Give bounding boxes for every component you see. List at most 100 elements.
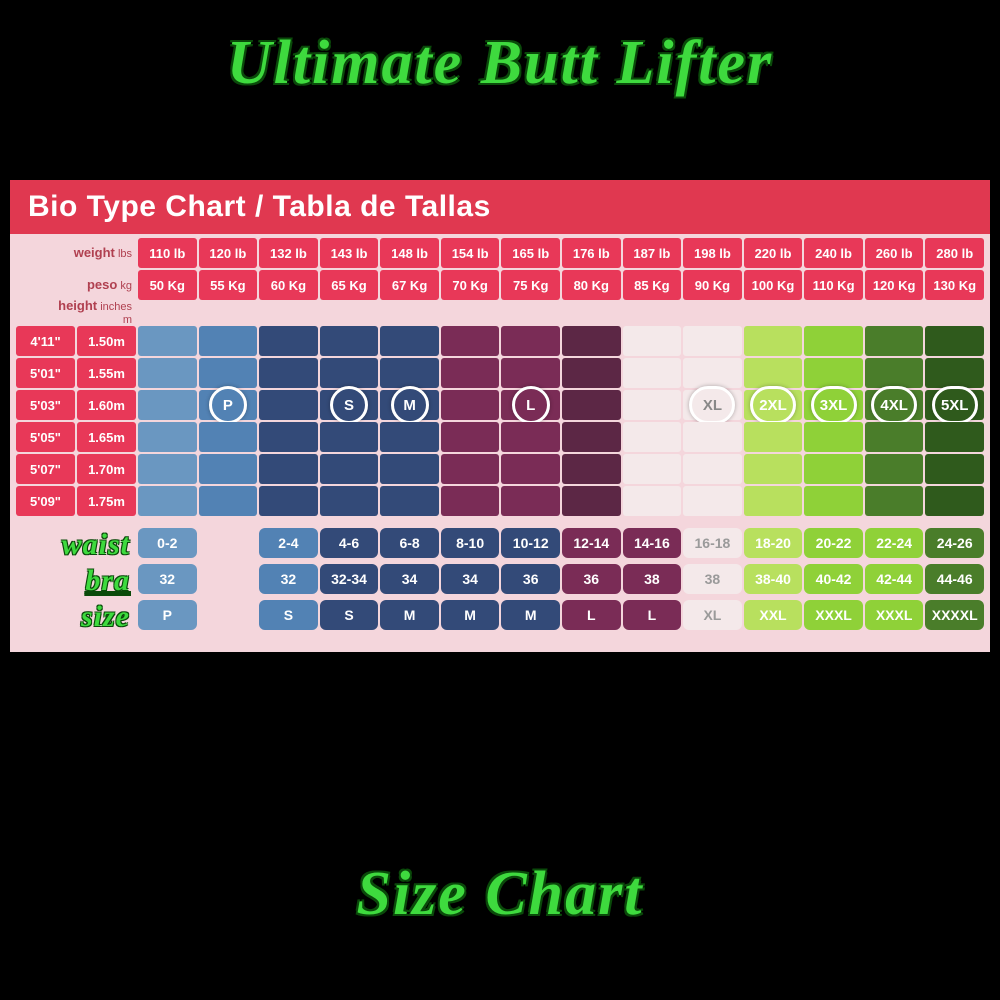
- size-label: size: [16, 600, 136, 634]
- bra-cell: 34: [441, 564, 500, 594]
- body-cell: [804, 486, 863, 516]
- bra-cell: 32: [138, 564, 197, 594]
- bra-cell: 38: [683, 564, 742, 594]
- body-cell: [623, 326, 682, 356]
- body-cell: [925, 358, 984, 388]
- body-cell: [138, 422, 197, 452]
- body-cell: [925, 486, 984, 516]
- body-cell: [320, 486, 379, 516]
- body-cell: M: [380, 390, 439, 420]
- size-cell: XL: [683, 600, 742, 630]
- body-cell: [562, 454, 621, 484]
- body-cell: [441, 326, 500, 356]
- size-badge: S: [330, 386, 368, 424]
- height-row-label: 5'05"1.65m: [16, 422, 136, 452]
- bra-cell: 42-44: [865, 564, 924, 594]
- size-cell: S: [320, 600, 379, 630]
- body-cell: [744, 358, 803, 388]
- waist-label: waist: [16, 528, 136, 562]
- weight-lb-cell: 187 lb: [623, 238, 682, 268]
- size-chart: Bio Type Chart / Tabla de Tallas weight …: [10, 180, 990, 652]
- bra-cell: 40-42: [804, 564, 863, 594]
- size-cell: L: [623, 600, 682, 630]
- bra-cell: 36: [562, 564, 621, 594]
- body-cell: [865, 422, 924, 452]
- height-header: height inchesm: [16, 302, 136, 324]
- body-cell: [441, 390, 500, 420]
- body-cell: [562, 422, 621, 452]
- weight-lb-cell: 165 lb: [501, 238, 560, 268]
- weight-kg-cell: 90 Kg: [683, 270, 742, 300]
- height-row-label: 4'11"1.50m: [16, 326, 136, 356]
- body-cell: [199, 358, 258, 388]
- body-cell: [259, 422, 318, 452]
- waist-cell: 12-14: [562, 528, 621, 558]
- body-cell: [259, 358, 318, 388]
- body-cell: [562, 486, 621, 516]
- weight-header-kg: peso kg: [16, 270, 136, 300]
- body-cell: [683, 486, 742, 516]
- body-cell: [199, 422, 258, 452]
- body-cell: [138, 486, 197, 516]
- waist-cell: 24-26: [925, 528, 984, 558]
- waist-cell: [199, 528, 258, 558]
- body-cell: [623, 486, 682, 516]
- body-cell: 2XL: [744, 390, 803, 420]
- weight-header: weight lbs: [16, 238, 136, 268]
- body-cell: [441, 486, 500, 516]
- body-cell: [562, 390, 621, 420]
- body-cell: [441, 422, 500, 452]
- body-cell: [804, 358, 863, 388]
- weight-lb-cell: 132 lb: [259, 238, 318, 268]
- size-cell: M: [380, 600, 439, 630]
- size-cell: M: [441, 600, 500, 630]
- body-cell: [380, 454, 439, 484]
- body-cell: 3XL: [804, 390, 863, 420]
- body-cell: [138, 326, 197, 356]
- body-cell: [320, 326, 379, 356]
- weight-kg-cell: 130 Kg: [925, 270, 984, 300]
- weight-kg-cell: 60 Kg: [259, 270, 318, 300]
- size-cell: L: [562, 600, 621, 630]
- size-cell: XXXL: [804, 600, 863, 630]
- height-row-label: 5'03"1.60m: [16, 390, 136, 420]
- weight-lb-cell: 110 lb: [138, 238, 197, 268]
- weight-lb-cell: 176 lb: [562, 238, 621, 268]
- body-cell: [441, 454, 500, 484]
- body-cell: [380, 326, 439, 356]
- body-cell: [259, 454, 318, 484]
- bra-cell: 32-34: [320, 564, 379, 594]
- size-badge: 3XL: [811, 386, 857, 424]
- body-cell: [925, 454, 984, 484]
- body-cell: [138, 390, 197, 420]
- body-cell: [138, 358, 197, 388]
- weight-kg-cell: 50 Kg: [138, 270, 197, 300]
- weight-lb-cell: 143 lb: [320, 238, 379, 268]
- body-cell: [259, 390, 318, 420]
- body-cell: [501, 454, 560, 484]
- size-cell: M: [501, 600, 560, 630]
- body-cell: [441, 358, 500, 388]
- body-cell: 5XL: [925, 390, 984, 420]
- weight-kg-cell: 70 Kg: [441, 270, 500, 300]
- waist-cell: 20-22: [804, 528, 863, 558]
- title-bottom: Size Chart: [0, 859, 1000, 930]
- body-cell: [138, 454, 197, 484]
- body-cell: [320, 358, 379, 388]
- bra-cell: [199, 564, 258, 594]
- body-cell: [925, 326, 984, 356]
- body-cell: [623, 422, 682, 452]
- size-cell: XXXXL: [925, 600, 984, 630]
- bra-cell: 44-46: [925, 564, 984, 594]
- height-row-label: 5'01"1.55m: [16, 358, 136, 388]
- weight-lb-cell: 280 lb: [925, 238, 984, 268]
- body-cell: [744, 326, 803, 356]
- body-cell: [744, 454, 803, 484]
- weight-kg-cell: 55 Kg: [199, 270, 258, 300]
- bra-cell: 38-40: [744, 564, 803, 594]
- body-cell: [683, 422, 742, 452]
- weight-lb-cell: 220 lb: [744, 238, 803, 268]
- size-badge: 5XL: [932, 386, 978, 424]
- waist-cell: 16-18: [683, 528, 742, 558]
- weight-lb-cell: 260 lb: [865, 238, 924, 268]
